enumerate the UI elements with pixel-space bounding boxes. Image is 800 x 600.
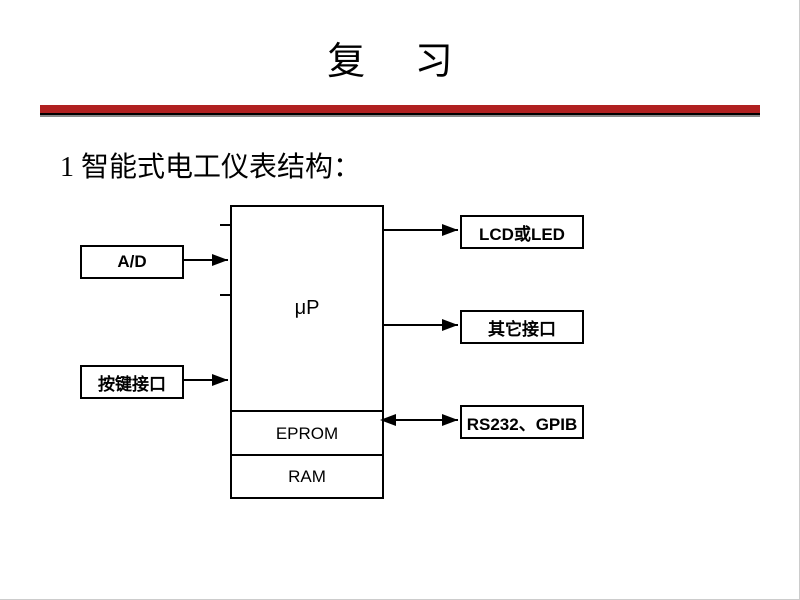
node-lcd: LCD或LED [460, 215, 584, 249]
node-cpu-ram: RAM [232, 454, 382, 500]
node-cpu-eprom-label: EPROM [276, 424, 338, 444]
node-cpu: μP EPROM RAM [230, 205, 384, 499]
node-ad: A/D [80, 245, 184, 279]
node-cpu-ram-label: RAM [288, 467, 326, 487]
node-keys-label: 按键接口 [98, 370, 166, 395]
node-other-label: 其它接口 [488, 315, 556, 340]
node-cpu-eprom: EPROM [232, 410, 382, 456]
node-ad-label: A/D [117, 252, 146, 272]
node-cpu-mup: μP [232, 207, 382, 410]
node-cpu-mup-label: μP [295, 297, 320, 320]
block-diagram: A/D 按键接口 μP EPROM RAM LCD或LED 其它接口 RS232… [60, 195, 700, 515]
node-rs232: RS232、GPIB [460, 405, 584, 439]
node-rs232-label: RS232、GPIB [467, 410, 578, 435]
node-keys: 按键接口 [80, 365, 184, 399]
node-other: 其它接口 [460, 310, 584, 344]
node-lcd-label: LCD或LED [479, 220, 565, 245]
